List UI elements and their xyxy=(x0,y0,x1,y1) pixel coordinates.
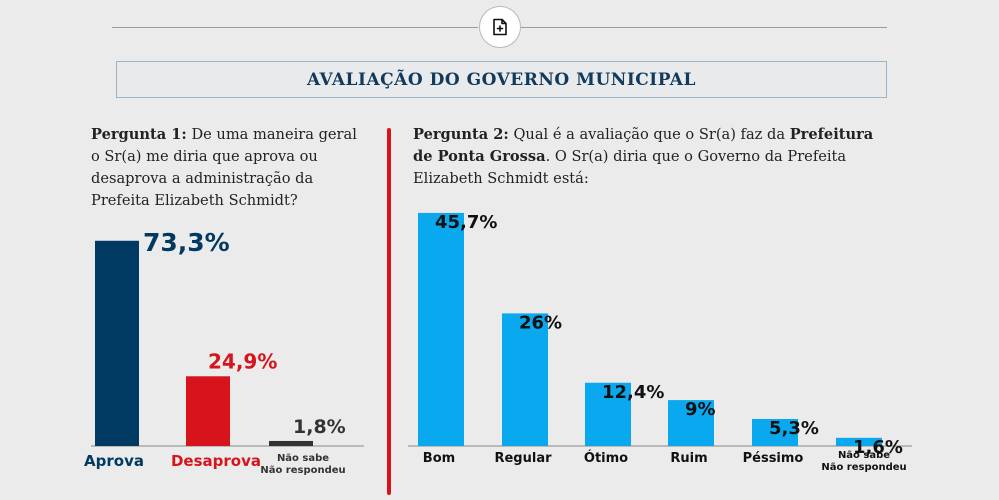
value-label-nao-sabe: 1,6% xyxy=(853,437,903,458)
bar-aprova xyxy=(95,240,139,446)
value-label-aprova: 73,3% xyxy=(143,228,230,257)
value-label-pessimo: 5,3% xyxy=(769,418,819,439)
value-label-nao-sabe: 1,8% xyxy=(293,416,346,438)
category-label-aprova: Aprova xyxy=(84,452,144,470)
question-2: Pergunta 2: Qual é a avaliação que o Sr(… xyxy=(413,124,893,190)
bar-pessimo xyxy=(752,418,798,446)
question-2-label: Pergunta 2: xyxy=(413,126,509,143)
category-label-pessimo: Péssimo xyxy=(743,451,804,466)
document-plus-icon xyxy=(493,18,507,36)
bar-otimo xyxy=(585,382,631,446)
title-box: AVALIAÇÃO DO GOVERNO MUNICIPAL xyxy=(116,61,887,98)
question-1-text: De uma maneira geral o Sr(a) me diria qu… xyxy=(91,126,357,209)
value-label-bom: 45,7% xyxy=(435,212,497,233)
category-label-nao-sabe-line-1: Não sabe xyxy=(277,453,329,464)
value-label-desaprova: 24,9% xyxy=(208,349,277,373)
category-label-desaprova: Desaprova xyxy=(171,452,261,470)
category-label-otimo: Ótimo xyxy=(584,450,628,466)
top-rule-left xyxy=(112,27,478,28)
page-title: AVALIAÇÃO DO GOVERNO MUNICIPAL xyxy=(307,69,696,90)
category-label-nao-sabe-line-2: Não respondeu xyxy=(821,462,906,473)
category-label-ruim: Ruim xyxy=(670,451,707,466)
question-2-bold: Prefeitura de Ponta Grossa xyxy=(413,126,874,165)
category-label-bom: Bom xyxy=(423,451,455,466)
value-label-regular: 26% xyxy=(519,312,562,333)
question-2-text-before: Qual é a avaliação que o Sr(a) faz da xyxy=(513,126,786,143)
bar-desaprova xyxy=(186,376,230,446)
question-1-label: Pergunta 1: xyxy=(91,126,187,143)
question-1: Pergunta 1: De uma maneira geral o Sr(a)… xyxy=(91,124,367,212)
category-label-regular: Regular xyxy=(494,451,552,466)
value-label-ruim: 9% xyxy=(685,399,716,420)
column-divider xyxy=(387,128,391,495)
top-rule-right xyxy=(521,27,887,28)
bar-nao-sabe xyxy=(836,437,882,446)
bar-bom xyxy=(418,212,464,446)
category-label-nao-sabe-line-2: Não respondeu xyxy=(260,465,345,476)
value-label-otimo: 12,4% xyxy=(602,382,664,403)
bar-ruim xyxy=(668,400,714,446)
bar-nao-sabe xyxy=(269,440,313,446)
bar-regular xyxy=(502,313,548,446)
category-label-nao-sabe-line-1: Não sabe xyxy=(838,450,890,461)
document-plus-button[interactable] xyxy=(479,6,521,48)
question-2-text-after: . O Sr(a) diria que o Governo da Prefeit… xyxy=(413,148,847,187)
